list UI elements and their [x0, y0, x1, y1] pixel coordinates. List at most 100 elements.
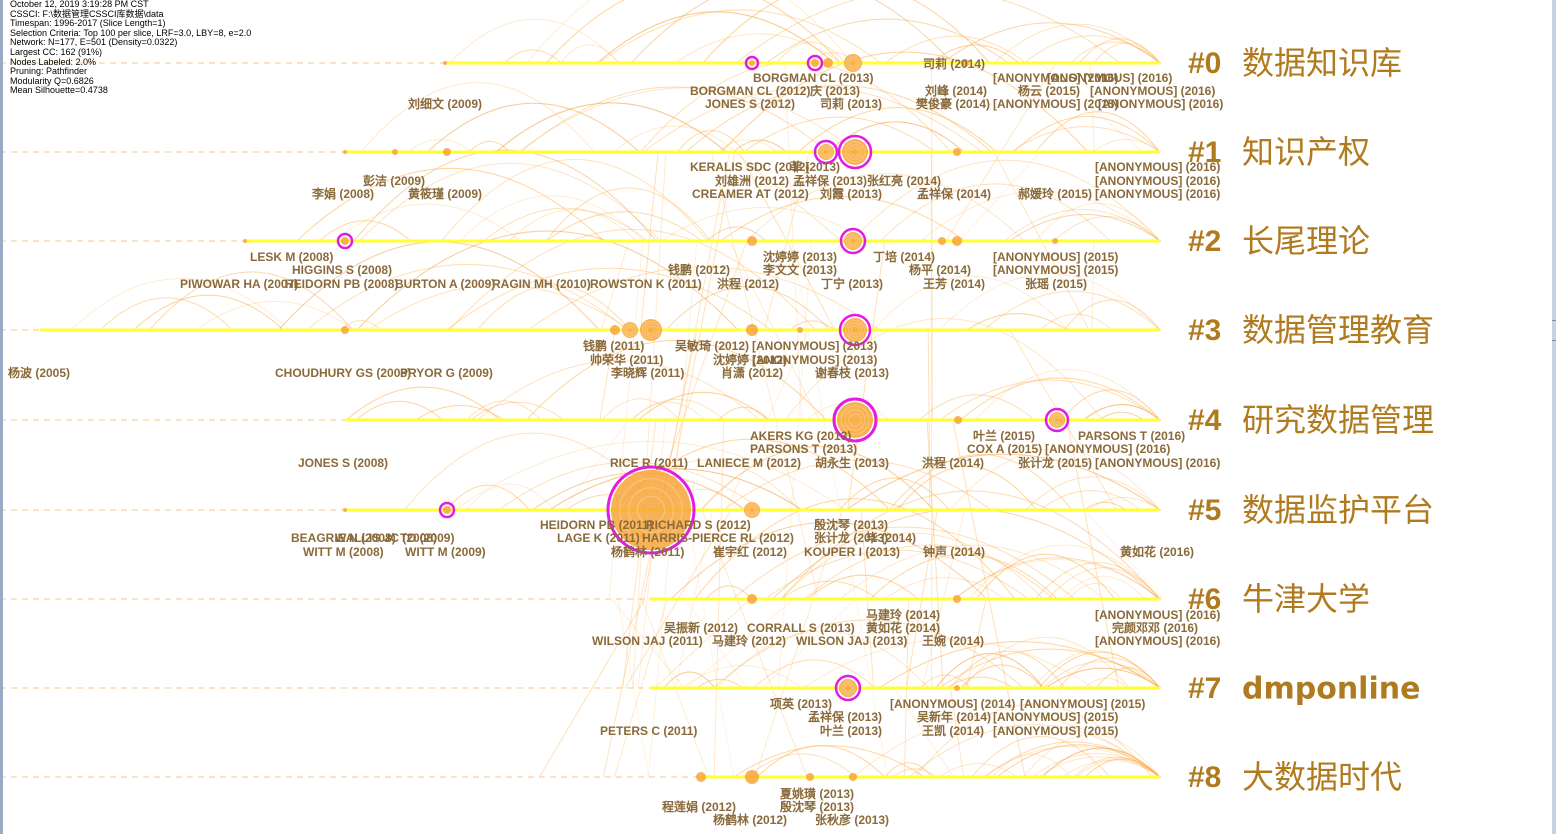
citation-arc [359, 162, 661, 242]
citation-arc [1084, 677, 1128, 689]
citation-arc [670, 521, 988, 600]
citation-node[interactable] [806, 54, 824, 72]
node-label: WILSON JAJ (2013) [796, 634, 907, 648]
cross-cluster-link [622, 419, 657, 689]
cross-cluster-link [611, 598, 685, 689]
citation-node[interactable] [844, 54, 862, 72]
citation-node[interactable] [747, 236, 757, 246]
cross-cluster-link [847, 240, 886, 511]
citation-node[interactable] [797, 327, 803, 333]
citation-arc [892, 768, 937, 778]
citation-node[interactable] [839, 227, 867, 255]
citation-node[interactable] [744, 55, 760, 71]
cluster-label-5: #5 数据监护平台 [1188, 491, 1434, 529]
citation-arc [526, 0, 853, 64]
node-ring [842, 682, 854, 694]
citation-node[interactable] [849, 773, 857, 781]
node-label: HEIDORN PB (2011) [540, 518, 653, 532]
citation-node[interactable] [392, 149, 398, 155]
cross-cluster-link [685, 509, 735, 778]
node-label: HARRIS-PIERCE RL (2012) [642, 531, 794, 545]
node-label: 李娟 (2008) [311, 186, 374, 201]
citation-arc [1061, 575, 1145, 600]
citation-node[interactable] [952, 236, 962, 246]
cluster-labels: #0 数据知识库 #1 知识产权 #2 长尾理论 #3 数据管理教育 #4 研究数据管理 #5 数据监… [1188, 44, 1434, 796]
citation-node[interactable] [938, 237, 946, 245]
citation-arc [353, 149, 657, 242]
citation-node[interactable] [622, 322, 638, 338]
citation-nodes[interactable] [243, 54, 1070, 784]
citation-node[interactable] [745, 770, 759, 784]
citation-arc [1053, 216, 1161, 242]
citation-arcs [70, 0, 1164, 778]
node-label: COX A (2015) [967, 442, 1042, 456]
node-label: BURTON A (2009) [395, 277, 495, 291]
citation-node[interactable] [640, 319, 662, 341]
citation-node[interactable] [954, 685, 960, 691]
node-ring [1053, 416, 1061, 424]
citation-arc [721, 51, 1089, 153]
citation-arc [700, 446, 935, 511]
burst-ring [832, 397, 878, 443]
citation-arc [878, 641, 1161, 689]
node-label: ROWSTON K (2011) [590, 277, 702, 291]
citation-node[interactable] [961, 59, 969, 67]
node-label: 樊俊豪 (2014) [916, 96, 990, 111]
citation-node[interactable] [747, 594, 757, 604]
cluster-name: 大数据时代 [1242, 758, 1402, 796]
citation-node[interactable] [953, 148, 961, 156]
node-label: JONES S (2008) [298, 456, 388, 470]
citation-arc [549, 468, 803, 511]
citation-node[interactable] [823, 58, 833, 68]
citation-node[interactable] [443, 148, 451, 156]
node-ring [747, 505, 757, 515]
citation-arc [706, 226, 767, 242]
citation-node[interactable] [746, 324, 758, 336]
citation-node[interactable] [744, 502, 760, 518]
citation-node[interactable] [336, 232, 354, 250]
citation-node[interactable] [606, 465, 696, 555]
citation-node[interactable] [834, 674, 862, 702]
node-circle [744, 502, 760, 518]
cross-cluster-link [958, 151, 1041, 242]
left-window-edge [0, 0, 3, 834]
citation-node[interactable] [1052, 238, 1058, 244]
citation-arc [1039, 313, 1113, 331]
citation-arc [839, 477, 950, 511]
node-ring [822, 148, 830, 156]
citation-node[interactable] [813, 139, 839, 165]
cross-cluster-link [777, 240, 813, 689]
citation-node[interactable] [438, 501, 456, 519]
node-circle [954, 416, 962, 424]
citation-node[interactable] [696, 772, 706, 782]
citation-node[interactable] [341, 326, 349, 334]
citation-node[interactable] [1044, 407, 1070, 433]
info-date: October 12, 2019 3:19:28 PM CST [10, 0, 149, 9]
citation-arc [1035, 202, 1161, 242]
citation-node[interactable] [832, 397, 878, 443]
citation-node[interactable] [243, 239, 247, 243]
citation-node[interactable] [343, 508, 347, 512]
right-scrollbar[interactable] [1552, 0, 1556, 834]
citation-node[interactable] [343, 150, 347, 154]
citation-node[interactable] [838, 313, 872, 347]
citation-node[interactable] [443, 61, 447, 65]
node-ring [844, 684, 852, 692]
citation-node[interactable] [806, 773, 814, 781]
citation-arc [1070, 41, 1161, 64]
citation-node[interactable] [610, 325, 620, 335]
citation-arc [938, 273, 1161, 331]
citation-arc [914, 703, 1153, 778]
citation-node[interactable] [953, 595, 961, 603]
cross-cluster-link [684, 598, 748, 689]
node-label: 夏姚璜 (2013) [780, 786, 854, 801]
node-ring [840, 680, 856, 696]
citation-arc [498, 461, 763, 511]
node-label: [ANONYMOUS] (2016) [993, 71, 1118, 85]
citation-arc [407, 139, 473, 153]
citation-node[interactable] [954, 416, 962, 424]
citation-node[interactable] [837, 134, 873, 170]
citation-arc [415, 405, 505, 421]
